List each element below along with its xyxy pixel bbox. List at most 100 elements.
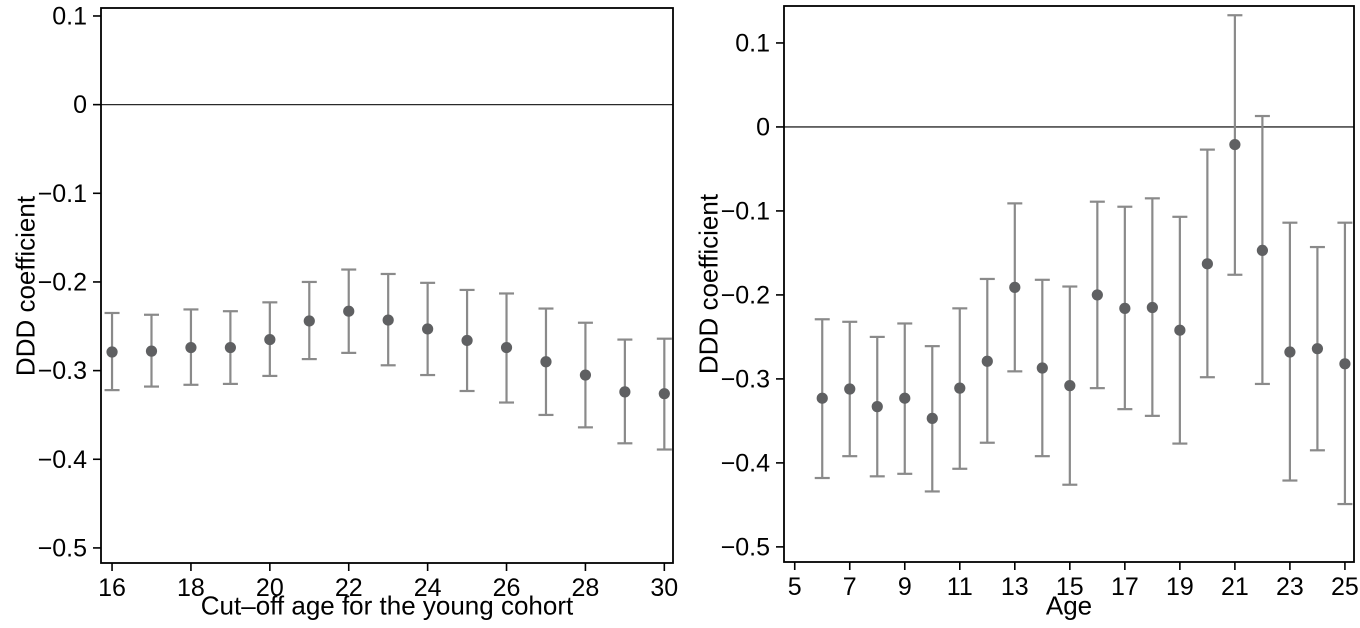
data-point-marker [185, 341, 197, 354]
data-point-marker [619, 386, 631, 398]
error-bar [222, 310, 238, 386]
data-point-marker [1311, 343, 1324, 355]
x-tick-label: 23 [1276, 573, 1304, 601]
x-tick-label: 28 [572, 574, 600, 602]
data-point-marker [422, 323, 434, 335]
error-bar [1062, 285, 1078, 486]
y-tick-label: −0.4 [38, 446, 87, 474]
error-bar [1254, 114, 1270, 386]
y-tick-label: −0.3 [721, 365, 770, 393]
error-bar [262, 301, 278, 378]
error-bar [979, 277, 995, 444]
y-tick-label: −0.5 [721, 533, 770, 561]
y-tick-label: 0.1 [735, 29, 770, 57]
error-bar [869, 335, 885, 478]
error-bar [617, 338, 633, 445]
data-point-marker [1009, 281, 1021, 293]
error-bar [577, 321, 593, 429]
data-point-marker [382, 314, 394, 326]
x-tick-label: 11 [947, 573, 973, 601]
right-chart: 0.1 0 −0.1 −0.2 −0.3 −0.4 −0.5 5 7 9 11 13 15 17 19 21 2… [721, 5, 1359, 601]
x-tick-label: 9 [898, 573, 912, 601]
y-tick-label: −0.5 [38, 534, 87, 562]
error-bar [1282, 221, 1298, 482]
y-tick-label: 0.1 [52, 2, 87, 30]
error-bar [1034, 278, 1050, 458]
error-bar [1117, 205, 1133, 411]
plot-border [783, 5, 1355, 563]
data-point-marker [899, 392, 911, 404]
x-tick-label: 16 [98, 574, 126, 602]
data-point-marker [1146, 301, 1158, 314]
data-point-marker [540, 356, 552, 368]
x-tick-label: 21 [1221, 573, 1249, 601]
x-tick-label: 18 [177, 574, 205, 602]
error-bar [1199, 148, 1215, 379]
data-point-marker [579, 369, 592, 381]
y-tick-label: −0.2 [38, 268, 87, 296]
data-point-marker [106, 346, 118, 358]
data-point-marker [145, 345, 158, 357]
y-tick-label: −0.1 [721, 197, 770, 225]
error-bar [1089, 200, 1105, 390]
error-bar [183, 308, 199, 386]
data-point-marker [1256, 244, 1268, 257]
error-bar [1144, 197, 1160, 417]
error-bar [952, 307, 968, 470]
data-point-marker [303, 315, 315, 327]
x-tick-label: 13 [1001, 573, 1029, 601]
data-point-marker [1339, 358, 1351, 370]
right-y-axis-title: DDD coefficient [693, 193, 724, 375]
error-bar [897, 322, 913, 475]
error-bar [301, 280, 317, 361]
x-tick-label: 22 [335, 574, 363, 602]
error-bar [459, 288, 475, 393]
error-bar [499, 292, 515, 404]
y-tick-label: −0.2 [721, 281, 770, 309]
error-bar [842, 320, 858, 458]
error-bar [1007, 202, 1023, 373]
data-point-marker [658, 388, 670, 400]
error-bar [380, 272, 396, 367]
data-point-marker [1201, 258, 1213, 270]
data-point-marker [926, 412, 938, 424]
y-tick-label: −0.3 [38, 357, 87, 385]
data-point-marker [954, 382, 966, 394]
y-tick-label: −0.1 [38, 180, 87, 208]
x-tick-label: 5 [788, 573, 802, 601]
data-point-marker [1284, 346, 1296, 358]
data-point-marker [343, 305, 355, 317]
y-tick-label: −0.4 [721, 449, 770, 477]
error-bar [1337, 221, 1353, 506]
error-bar [656, 337, 672, 451]
left-chart: 0.1 0 −0.1 −0.2 −0.3 −0.4 −0.5 16 18 20 22 24 26 28 30 [38, 2, 679, 602]
x-tick-label: 26 [493, 574, 521, 602]
data-point-marker [1091, 289, 1103, 301]
data-point-marker [1229, 138, 1241, 151]
data-point-marker [264, 333, 276, 346]
error-bar [924, 345, 940, 493]
data-point-marker [1174, 324, 1186, 336]
error-bar [104, 311, 120, 392]
error-bar [1309, 245, 1325, 452]
left-x-axis-title: Cut–off age for the young cohort [200, 590, 574, 621]
data-point-marker [981, 355, 993, 367]
plot-border [100, 7, 674, 564]
x-tick-label: 25 [1331, 573, 1359, 601]
error-bar [341, 268, 357, 354]
y-tick-label: 0 [73, 91, 87, 119]
data-point-marker [224, 341, 236, 354]
left-y-axis-title: DDD coefficient [10, 195, 41, 377]
data-point-marker [1119, 302, 1131, 314]
data-point-marker [500, 341, 513, 354]
error-bar [143, 313, 159, 388]
right-x-axis-title: Age [1045, 590, 1093, 621]
x-tick-label: 7 [843, 573, 857, 601]
error-bar [420, 281, 436, 377]
error-bar [1172, 215, 1188, 445]
data-point-marker [1036, 362, 1048, 374]
x-tick-label: 24 [414, 574, 442, 602]
x-tick-label: 15 [1056, 573, 1084, 601]
